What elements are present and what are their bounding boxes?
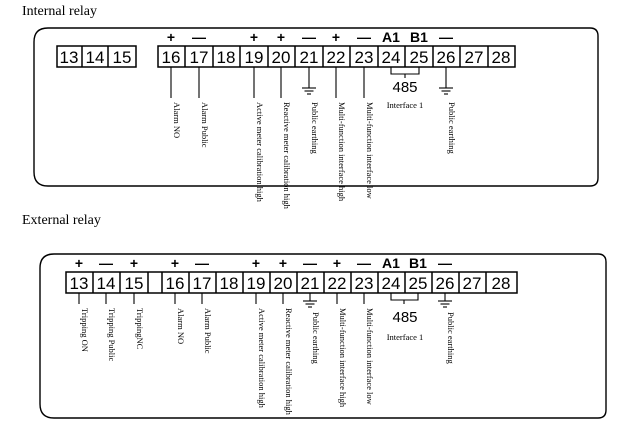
terminal-15: 15: [125, 274, 144, 293]
minus-sign: —: [99, 255, 113, 271]
minus-sign: —: [357, 29, 371, 45]
ground-icon: [303, 300, 317, 308]
terminal-strip-16-28: 16 17 18 19 20 21 22 23 24 25 26 27 28: [157, 45, 516, 68]
plus-sign: +: [252, 255, 260, 271]
plus-sign: +: [250, 29, 258, 45]
terminal-24: 24: [382, 48, 401, 67]
label-tripping-nc: TrippingNC: [135, 308, 145, 350]
terminal-25: 25: [410, 48, 429, 67]
terminal-17: 17: [193, 274, 212, 293]
label-alarm-no: Alarm NO: [172, 102, 182, 138]
rs485-label: 485: [392, 309, 417, 326]
rs485-label: 485: [392, 79, 417, 96]
terminal-14: 14: [86, 48, 105, 67]
label-multi-function-interface-low: Multi-function interface low: [365, 102, 375, 200]
terminal-21: 21: [300, 48, 319, 67]
terminal-16: 16: [166, 274, 185, 293]
b1-label: B1: [410, 29, 428, 45]
terminal-leads: [170, 67, 447, 98]
interface-1-label: Interface 1: [387, 332, 424, 342]
terminal-leads: [78, 293, 446, 304]
minus-sign: —: [439, 29, 453, 45]
terminal-26: 26: [437, 48, 456, 67]
terminal-19: 19: [245, 48, 264, 67]
label-active-meter-calibration-high: Active meter calibration high: [255, 102, 265, 203]
label-public-earthing: Public earthing: [446, 312, 456, 364]
minus-sign: —: [195, 255, 209, 271]
terminal-13: 13: [70, 274, 89, 293]
terminal-26: 26: [436, 274, 455, 293]
terminal-14: 14: [97, 274, 116, 293]
terminal-28: 28: [492, 48, 511, 67]
a1-label: A1: [382, 29, 400, 45]
label-multi-function-interface-high: Multi-function interface high: [338, 308, 348, 408]
terminal-18: 18: [220, 274, 239, 293]
terminal-13: 13: [60, 48, 79, 67]
terminal-24: 24: [382, 274, 401, 293]
label-multi-function-interface-high: Multi-function interface high: [337, 102, 347, 202]
interface-1-label: Interface 1: [387, 100, 424, 110]
terminal-strip-13-28: 13 14 15 16 17 18 19 20 21 22 23 24 25 2…: [65, 271, 518, 294]
meter-outline: [39, 253, 607, 419]
b1-label: B1: [409, 255, 427, 271]
plus-sign: +: [167, 29, 175, 45]
minus-sign: —: [303, 255, 317, 271]
label-tripping-public: Tripping Public: [107, 308, 117, 362]
plus-sign: +: [75, 255, 83, 271]
label-multi-function-interface-low: Multi-function interface low: [365, 308, 375, 406]
minus-sign: —: [302, 29, 316, 45]
plus-sign: +: [279, 255, 287, 271]
label-public-earthing: Public earthing: [447, 102, 457, 154]
plus-sign: +: [332, 29, 340, 45]
terminal-28: 28: [492, 274, 511, 293]
internal-relay-title: Internal relay: [22, 4, 98, 19]
terminal-27: 27: [465, 48, 484, 67]
label-reactive-meter-calibration-high: Reactive meter calibration high: [282, 102, 292, 210]
meter-outline: [33, 27, 599, 187]
label-alarm-public: Alarm Public: [203, 308, 213, 354]
label-reactive-meter-calibration-high: Reactive meter calibration high: [284, 308, 294, 416]
terminal-22: 22: [328, 274, 347, 293]
minus-sign: —: [357, 255, 371, 271]
external-relay-diagram: 13 14 15 16 17 18 19 20 21 22 23 24 25 2…: [0, 232, 626, 432]
minus-sign: —: [192, 29, 206, 45]
label-active-meter-calibration-high: Active meter calibration high: [257, 308, 267, 409]
label-public-earthing: Public earthing: [311, 312, 321, 364]
internal-relay-diagram: 13 14 15 16 17 18 19 20 21 22 23 24 25 2…: [0, 22, 626, 222]
label-alarm-public: Alarm Public: [200, 102, 210, 148]
polarity-signs: + — + + — + — A1 B1 —: [167, 29, 453, 45]
terminal-20: 20: [272, 48, 291, 67]
terminal-27: 27: [463, 274, 482, 293]
terminal-21: 21: [301, 274, 320, 293]
terminal-17: 17: [190, 48, 209, 67]
internal-relay-svg: 13 14 15 16 17 18 19 20 21 22 23 24 25 2…: [33, 27, 599, 210]
terminal-23: 23: [355, 48, 374, 67]
terminal-23: 23: [355, 274, 374, 293]
terminal-16: 16: [162, 48, 181, 67]
plus-sign: +: [171, 255, 179, 271]
plus-sign: +: [333, 255, 341, 271]
label-public-earthing: Public earthing: [310, 102, 320, 154]
external-relay-svg: 13 14 15 16 17 18 19 20 21 22 23 24 25 2…: [39, 253, 607, 419]
ground-icon: [302, 87, 316, 95]
ground-icon: [438, 300, 452, 308]
external-relay-title: External relay: [22, 213, 101, 228]
terminal-25: 25: [409, 274, 428, 293]
terminal-18: 18: [217, 48, 236, 67]
terminal-group-13-15: 13 14 15: [56, 45, 137, 68]
plus-sign: +: [277, 29, 285, 45]
terminal-20: 20: [274, 274, 293, 293]
terminal-19: 19: [247, 274, 266, 293]
ground-icon: [439, 87, 453, 95]
terminal-22: 22: [327, 48, 346, 67]
minus-sign: —: [438, 255, 452, 271]
polarity-signs: + — + + — + + — + — A1 B1 —: [75, 255, 452, 271]
plus-sign: +: [130, 255, 138, 271]
a1-label: A1: [382, 255, 400, 271]
label-alarm-no: Alarm NO: [176, 308, 186, 344]
label-tripping-on: Tripping ON: [80, 308, 90, 352]
terminal-15: 15: [113, 48, 132, 67]
